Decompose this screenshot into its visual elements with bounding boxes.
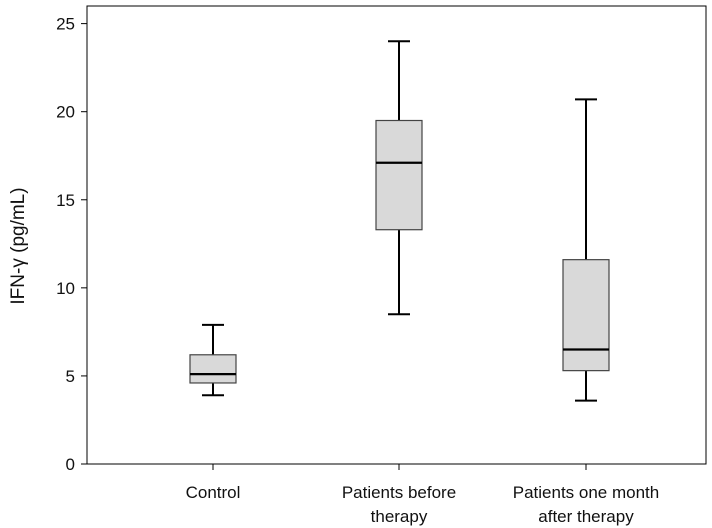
y-tick-label: 0 [66, 455, 75, 474]
y-axis-title: IFN-γ (pg/mL) [8, 187, 29, 304]
box-1 [189, 323, 237, 397]
x-category-label: therapy [371, 507, 428, 526]
iqr-box [562, 259, 610, 372]
y-tick-label: 5 [66, 367, 75, 386]
plot-frame [86, 5, 707, 465]
x-category-label: Patients before [342, 483, 456, 502]
y-tick-label: 20 [56, 103, 75, 122]
x-category-label: Patients one month [513, 483, 659, 502]
iqr-box [375, 119, 423, 231]
x-category-label: Control [186, 483, 241, 502]
x-category-label: after therapy [538, 507, 634, 526]
iqr-box [189, 354, 237, 384]
boxes [189, 40, 610, 402]
box-2 [375, 40, 423, 316]
box-3 [562, 98, 610, 402]
x-axis: Control Patients before therapy Patients on… [186, 464, 659, 526]
y-tick-label: 15 [56, 191, 75, 210]
y-tick-label: 25 [56, 15, 75, 34]
y-axis: 0 5 10 15 20 25 [56, 15, 87, 474]
y-tick-label: 10 [56, 279, 75, 298]
